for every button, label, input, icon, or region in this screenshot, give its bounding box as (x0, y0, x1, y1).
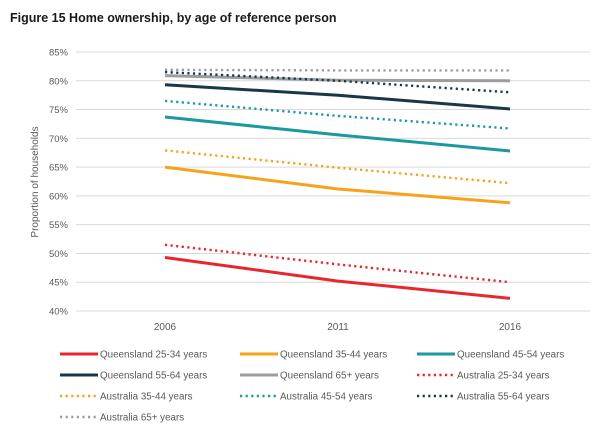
legend-label: Queensland 35-44 years (280, 350, 387, 361)
y-tick-label: 85% (49, 48, 69, 59)
y-tick-label: 75% (49, 105, 69, 116)
y-tick-label: 80% (49, 76, 69, 87)
legend-label: Queensland 25-34 years (100, 350, 207, 361)
y-tick-label: 65% (49, 163, 69, 174)
x-tick-label: 2016 (499, 322, 522, 333)
y-axis-title: Proportion of households (30, 126, 41, 237)
series-line-australia-65-years (164, 68, 510, 72)
legend-label: Australia 25-34 years (457, 371, 550, 382)
y-tick-label: 45% (49, 278, 69, 289)
series-line-queensland-35-44-years (164, 165, 511, 205)
chart-title: Figure 15 Home ownership, by age of refe… (10, 11, 336, 25)
x-tick-label: 2006 (154, 322, 177, 333)
y-tick-label: 70% (49, 134, 69, 145)
legend-label: Australia 65+ years (100, 413, 184, 424)
y-tick-label: 40% (49, 307, 69, 318)
y-tick-label: 55% (49, 220, 69, 231)
x-tick-label: 2011 (327, 322, 349, 333)
legend-label: Australia 45-54 years (280, 392, 373, 403)
gridlines (76, 51, 590, 312)
series-line-australia-45-54-years (164, 99, 511, 130)
series-line-australia-25-34-years (164, 243, 511, 284)
legend: Queensland 25-34 years Queensland 35-44 y… (60, 350, 564, 424)
series-line-australia-35-44-years (164, 149, 511, 185)
series-line-queensland-55-64-years (164, 83, 511, 111)
series-line-queensland-45-54-years (164, 115, 511, 153)
series-lines (164, 68, 511, 300)
legend-label: Queensland 65+ years (280, 371, 379, 382)
y-tick-label: 60% (49, 191, 69, 202)
series-line-queensland-65-years (164, 74, 511, 83)
legend-label: Australia 55-64 years (457, 392, 550, 403)
legend-label: Australia 35-44 years (100, 392, 193, 403)
series-line-queensland-25-34-years (164, 256, 511, 300)
series-line-australia-55-64-years (164, 70, 511, 94)
y-tick-label: 50% (49, 249, 69, 260)
legend-label: Queensland 45-54 years (457, 350, 564, 361)
legend-label: Queensland 55-64 years (100, 371, 207, 382)
y-axis-ticks: 40% 45% 50% 55% 60% 65% 70% 75% 80% 85% (49, 48, 69, 318)
x-axis-ticks: 2006 2011 2016 (154, 322, 522, 333)
